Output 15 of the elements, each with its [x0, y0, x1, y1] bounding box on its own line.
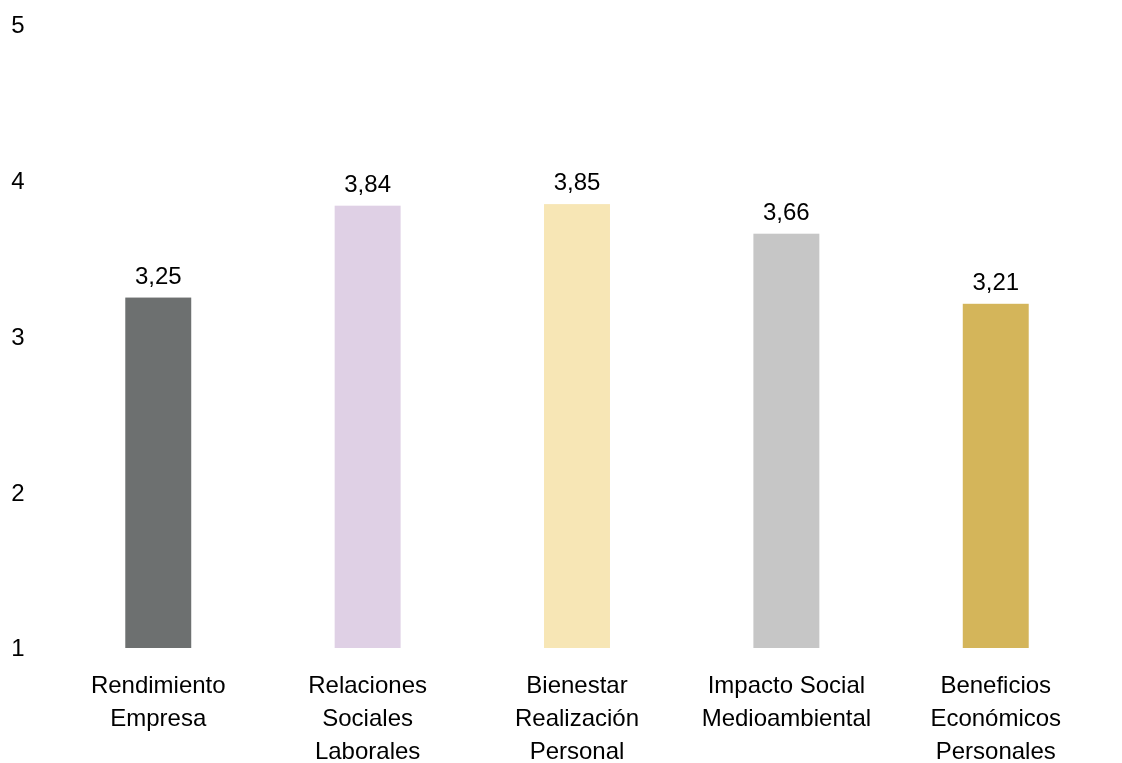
y-tick-label: 5: [11, 11, 25, 39]
x-tick-label: Rendimiento Empresa: [90, 671, 226, 731]
y-tick-label: 3: [11, 322, 25, 350]
y-tick-label: 1: [11, 634, 25, 662]
x-tick-label: Bienestar Realización Personal: [514, 671, 640, 763]
x-tick-label: Beneficios Económicos Personales: [930, 671, 1062, 763]
data-label: 3,66: [763, 197, 810, 225]
data-label: 3,25: [134, 261, 182, 289]
x-tick-label: Impacto Social Medioambiental: [701, 671, 872, 731]
x-tick-label: Relaciones Sociales Laborales: [308, 671, 427, 763]
data-label: 3,21: [972, 267, 1020, 295]
y-tick-label: 4: [11, 167, 25, 195]
y-tick-label: 2: [11, 478, 25, 506]
data-label: 3,84: [344, 169, 391, 197]
data-label: 3,85: [553, 168, 601, 196]
